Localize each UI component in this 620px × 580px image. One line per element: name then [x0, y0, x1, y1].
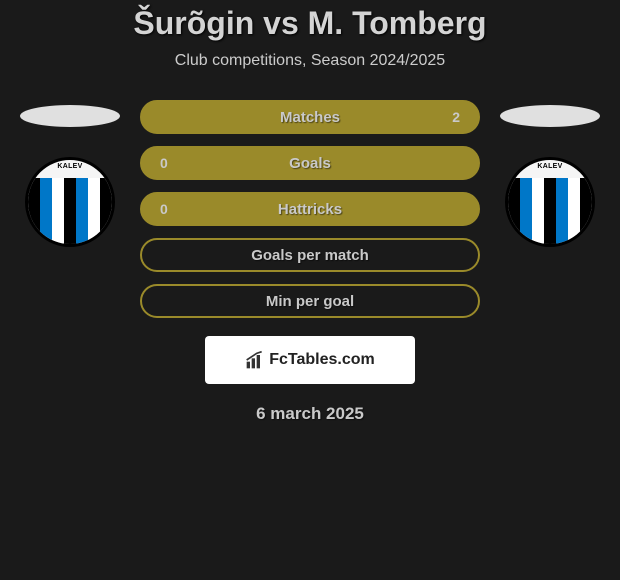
left-player-column: KALEV [10, 100, 130, 247]
stat-label: Goals [142, 155, 478, 172]
right-team-crest: KALEV [505, 157, 595, 247]
stat-label: Hattricks [142, 201, 478, 218]
left-team-crest: KALEV [25, 157, 115, 247]
crest-label: KALEV [508, 163, 592, 170]
stat-label: Matches [142, 109, 478, 126]
page-title: Šurõgin vs M. Tomberg [0, 5, 620, 42]
stat-row-hattricks: 0 Hattricks [140, 192, 480, 226]
date-label: 6 march 2025 [0, 404, 620, 424]
left-player-placeholder [20, 105, 120, 127]
stat-row-goals-per-match: Goals per match [140, 238, 480, 272]
stat-right-value: 2 [452, 109, 460, 125]
stat-row-goals: 0 Goals [140, 146, 480, 180]
logo-text: FcTables.com [269, 351, 375, 369]
stat-row-matches: Matches 2 [140, 100, 480, 134]
right-player-column: KALEV [490, 100, 610, 247]
stat-label: Goals per match [142, 247, 478, 264]
stat-row-min-per-goal: Min per goal [140, 284, 480, 318]
stats-column: Matches 2 0 Goals 0 Hattricks Goals per … [140, 100, 480, 318]
fctables-logo[interactable]: FcTables.com [205, 336, 415, 384]
stat-left-value: 0 [160, 155, 168, 171]
stat-label: Min per goal [142, 293, 478, 310]
stat-left-value: 0 [160, 201, 168, 217]
right-player-placeholder [500, 105, 600, 127]
crest-label: KALEV [28, 163, 112, 170]
chart-icon [245, 350, 265, 370]
subtitle: Club competitions, Season 2024/2025 [0, 52, 620, 70]
